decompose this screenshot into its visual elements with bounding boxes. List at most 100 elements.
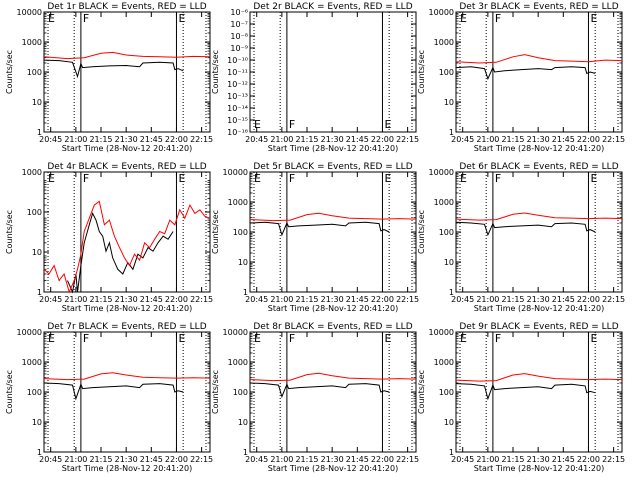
panel5-y-axis-label: Counts/sec [211, 210, 220, 254]
panel1-y-tick-label: 1 [37, 128, 42, 137]
panel2-y-tick-label: 10⁻¹⁴ [227, 104, 248, 113]
panel9-y-axis-label: Counts/sec [417, 370, 426, 414]
panel3-y-tick-label: 10000 [429, 8, 454, 17]
panel3-y-tick-label: 10 [444, 98, 454, 107]
panel4-x-tick-label: 21:30 [115, 295, 138, 304]
panel8-y-axis-label: Counts/sec [211, 370, 220, 414]
panel7-x-tick-label: 22:00 [165, 455, 188, 464]
panel1-x-tick-label: 21:30 [115, 135, 138, 144]
panel4-y-tick-label: 10 [32, 248, 42, 257]
panel9-plot-frame [455, 331, 623, 453]
panel6-marker-label: E [590, 172, 597, 185]
panel1-y-tick-label: 100 [27, 68, 42, 77]
panel7-marker-label: E [178, 332, 185, 345]
panel2-x-tick-label: 21:45 [346, 135, 369, 144]
panel6-y-axis-label: Counts/sec [417, 210, 426, 254]
panel5-marker-label: E [254, 172, 261, 185]
panel5-x-tick-label: 21:15 [295, 295, 318, 304]
panel6-title: Det 6r BLACK = Events, RED = LLD [459, 162, 618, 172]
panel4-plot-frame [43, 171, 211, 293]
panel2-y-tick-label: 10⁻⁷ [230, 20, 248, 29]
panel2-x-tick-label: 21:00 [270, 135, 293, 144]
panel8-plot-frame [249, 331, 417, 453]
panel7-x-tick-label: 20:45 [39, 455, 62, 464]
panel7-marker-label: F [83, 332, 89, 345]
panel3-x-tick-label: 21:15 [501, 135, 524, 144]
panel8-marker-label: F [289, 332, 295, 345]
panel2-marker-label: E [254, 118, 261, 131]
panel8-y-tick-label: 10 [238, 418, 248, 427]
panel7-x-tick-label: 21:00 [64, 455, 87, 464]
panel5-y-tick-label: 1000 [228, 198, 248, 207]
panel7-x-tick-label: 21:30 [115, 455, 138, 464]
panel6-y-tick-label: 10 [444, 258, 454, 267]
panel5-y-tick-label: 100 [233, 228, 248, 237]
panel8-y-tick-label: 1 [243, 448, 248, 457]
panel9-events-series-line [455, 383, 596, 401]
panel2-plot-frame [249, 11, 417, 133]
panel3-title: Det 3r BLACK = Events, RED = LLD [459, 2, 618, 12]
panel3-y-tick-label: 100 [439, 68, 454, 77]
panel5-x-tick-label: 21:45 [346, 295, 369, 304]
panel5-title: Det 5r BLACK = Events, RED = LLD [253, 162, 412, 172]
panel2-y-tick-label: 10⁻¹⁰ [227, 56, 248, 65]
panel9-y-tick-label: 1000 [434, 358, 454, 367]
panel1-marker-label: E [48, 12, 55, 25]
panel3-y-tick-label: 1000 [434, 38, 454, 47]
panel3-marker-label: E [460, 12, 467, 25]
panel3-x-tick-label: 21:30 [527, 135, 550, 144]
panel7-y-tick-label: 100 [27, 388, 42, 397]
panel9-x-tick-label: 21:15 [501, 455, 524, 464]
panel5-x-tick-label: 21:00 [270, 295, 293, 304]
panel2-y-tick-label: 10⁻¹⁵ [227, 116, 248, 125]
panel2-y-tick-label: 10⁻¹¹ [227, 68, 248, 77]
panel4-y-tick-label: 1 [37, 288, 42, 297]
panel2-x-tick-label: 20:45 [245, 135, 268, 144]
panel4-lld-series-line [43, 200, 211, 294]
panel5-y-tick-label: 1 [243, 288, 248, 297]
panel9-x-axis-label: Start Time (28-Nov-12 20:41:20) [474, 464, 604, 473]
panel9-x-tick-label: 21:45 [552, 455, 575, 464]
panel7-y-tick-label: 10000 [17, 328, 42, 337]
panel9-x-tick-label: 21:00 [476, 455, 499, 464]
panel8-title: Det 8r BLACK = Events, RED = LLD [253, 322, 412, 332]
panel3-marker-label: E [590, 12, 597, 25]
panel5-x-tick-label: 22:00 [371, 295, 394, 304]
panel2-x-tick-label: 21:30 [321, 135, 344, 144]
panel1-y-tick-label: 10 [32, 98, 42, 107]
panel7-y-tick-label: 1 [37, 448, 42, 457]
panel8-marker-label: E [384, 332, 391, 345]
panel6-lld-series-line [455, 212, 623, 221]
panel6-x-tick-label: 20:45 [451, 295, 474, 304]
panel5-plot-frame [249, 171, 417, 293]
panel4-x-tick-label: 21:00 [64, 295, 87, 304]
panel9-x-tick-label: 22:00 [577, 455, 600, 464]
panel8-y-tick-label: 1000 [228, 358, 248, 367]
panel3-x-tick-label: 22:00 [577, 135, 600, 144]
panel5-marker-label: F [289, 172, 295, 185]
panel8-y-tick-label: 100 [233, 388, 248, 397]
panel4-events-series-line [67, 212, 174, 294]
panel7-y-tick-label: 10 [32, 418, 42, 427]
panel6-marker-label: F [495, 172, 501, 185]
panel6-y-tick-label: 10000 [429, 168, 454, 177]
panel3-plot-frame [455, 11, 623, 133]
panel9-marker-label: E [460, 332, 467, 345]
panel5-events-series-line [249, 221, 390, 237]
panel6-x-tick-label: 21:00 [476, 295, 499, 304]
panel9-y-tick-label: 1 [449, 448, 454, 457]
panel6-x-tick-label: 21:45 [552, 295, 575, 304]
panel9-y-tick-label: 10000 [429, 328, 454, 337]
panel8-events-series-line [249, 382, 390, 399]
panel6-x-tick-label: 21:15 [501, 295, 524, 304]
panel1-events-series-line [43, 59, 184, 79]
panel7-y-axis-label: Counts/sec [5, 370, 14, 414]
panel6-x-tick-label: 21:30 [527, 295, 550, 304]
panel5-lld-series-line [249, 212, 417, 222]
panel1-y-tick-label: 1000 [22, 38, 42, 47]
panel7-x-tick-label: 21:45 [140, 455, 163, 464]
panel4-x-tick-label: 20:45 [39, 295, 62, 304]
panel6-marker-label: E [460, 172, 467, 185]
panel1-y-tick-label: 10000 [17, 8, 42, 17]
panel5-x-axis-label: Start Time (28-Nov-12 20:41:20) [268, 304, 398, 313]
